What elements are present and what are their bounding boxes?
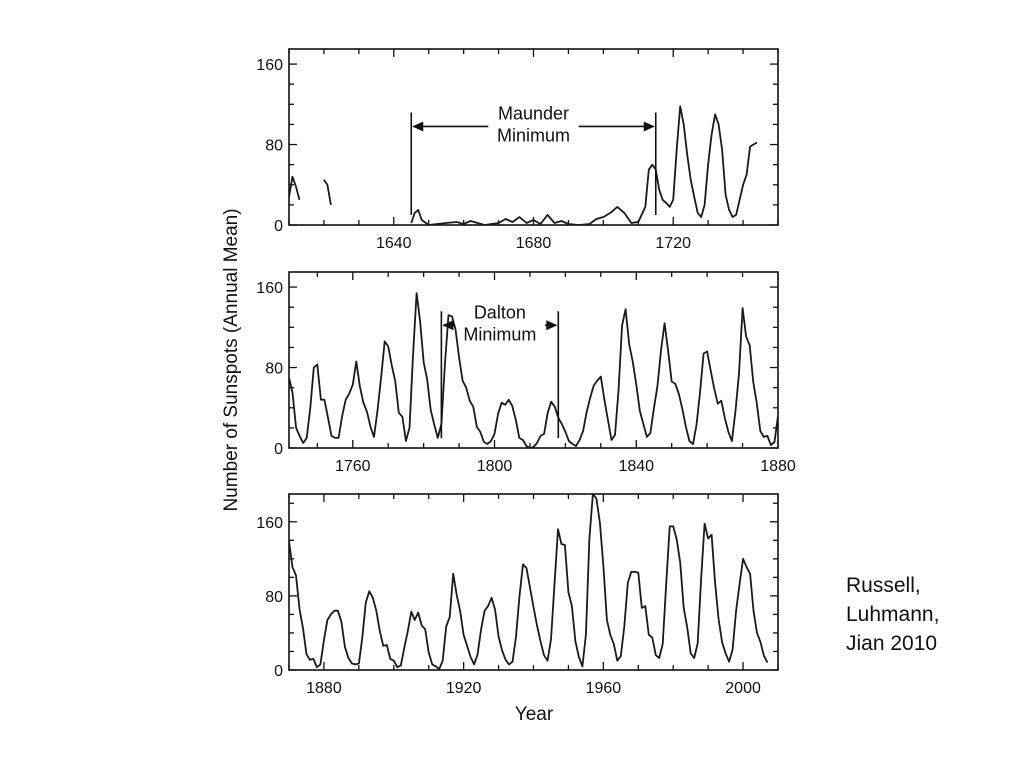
- y-axis-label: Number of Sunspots (Annual Mean): [221, 208, 242, 511]
- x-tick-label: 1720: [655, 235, 691, 252]
- credit-line: Luhmann,: [846, 603, 940, 626]
- x-axis-label: Year: [515, 704, 554, 725]
- annotation-arrowhead: [643, 121, 655, 132]
- x-tick-label: 2000: [725, 680, 761, 697]
- y-tick-label: 80: [265, 589, 283, 606]
- y-tick-label: 80: [265, 138, 283, 155]
- y-tick-label: 0: [274, 218, 283, 235]
- x-tick-label: 1800: [477, 458, 513, 475]
- x-tick-label: 1680: [516, 235, 552, 252]
- y-tick-label: 160: [256, 57, 283, 74]
- credit-line: Russell,: [846, 574, 921, 597]
- x-tick-label: 1640: [376, 235, 412, 252]
- annotation-arrowhead: [546, 320, 558, 331]
- credit-text: Russell, Luhmann, Jian 2010: [846, 571, 939, 658]
- x-tick-label: 1880: [760, 458, 796, 475]
- x-tick-label: 1880: [306, 680, 342, 697]
- annotation-label: Minimum: [497, 125, 570, 145]
- panel-bottom: 1880 1920 1960 2000 0 80 160: [256, 493, 779, 697]
- y-tick-label: 80: [265, 361, 283, 378]
- sunspot-series-line: [289, 175, 301, 201]
- y-tick-label: 0: [274, 441, 283, 458]
- x-tick-label: 1760: [335, 458, 371, 475]
- x-tick-label: 1960: [586, 680, 622, 697]
- sunspot-series-line: [323, 179, 332, 206]
- annotation-arrowhead: [442, 320, 454, 331]
- sunspot-series-line: [410, 105, 758, 225]
- credit-line: Jian 2010: [846, 632, 938, 655]
- annotation-label: Maunder: [498, 103, 569, 123]
- annotation-label: Dalton: [474, 302, 526, 322]
- x-tick-label: 1920: [446, 680, 482, 697]
- plot-frame: [288, 271, 779, 449]
- x-tick-label: 1840: [618, 458, 654, 475]
- y-tick-label: 0: [274, 663, 283, 680]
- y-tick-label: 160: [256, 280, 283, 297]
- annotation-label: Minimum: [463, 324, 536, 344]
- annotation-arrowhead: [412, 121, 424, 132]
- sunspot-series-line: [289, 292, 778, 448]
- y-tick-label: 160: [256, 515, 283, 532]
- sunspot-series-line: [289, 494, 769, 670]
